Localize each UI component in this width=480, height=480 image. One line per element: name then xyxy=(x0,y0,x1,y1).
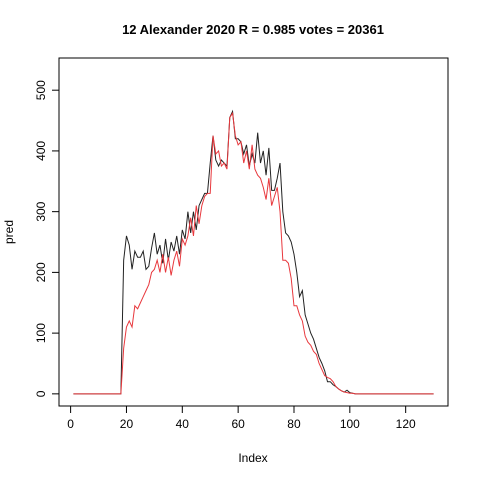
x-tick-label: 80 xyxy=(287,417,301,431)
x-tick-label: 60 xyxy=(231,417,245,431)
chart-title: 12 Alexander 2020 R = 0.985 votes = 2036… xyxy=(122,22,384,37)
y-tick-label: 400 xyxy=(34,141,48,161)
y-tick-label: 200 xyxy=(34,262,48,282)
x-tick-label: 120 xyxy=(396,417,416,431)
y-tick-label: 300 xyxy=(34,201,48,221)
x-tick-label: 20 xyxy=(120,417,134,431)
y-tick-label: 500 xyxy=(34,80,48,100)
x-tick-label: 40 xyxy=(176,417,190,431)
y-axis-label: pred xyxy=(2,220,16,244)
x-tick-label: 0 xyxy=(67,417,74,431)
series-line xyxy=(73,111,434,395)
x-tick-label: 100 xyxy=(340,417,360,431)
x-axis-label: Index xyxy=(238,451,267,465)
y-tick-label: 100 xyxy=(34,323,48,343)
y-tick-label: 0 xyxy=(34,390,48,397)
